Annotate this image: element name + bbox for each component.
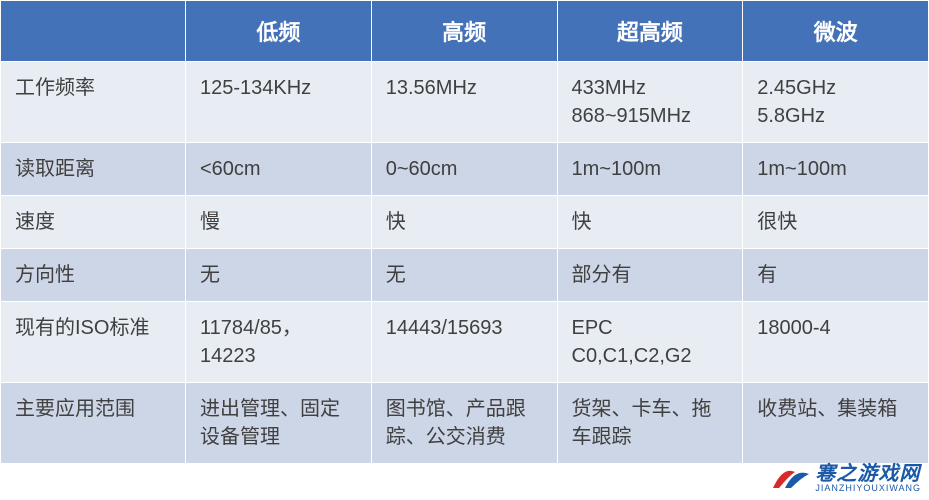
header-low-freq: 低频 bbox=[186, 1, 372, 62]
table-cell: 18000-4 bbox=[743, 302, 929, 383]
table-cell: 很快 bbox=[743, 196, 929, 249]
header-empty bbox=[1, 1, 186, 62]
table-cell: 进出管理、固定设备管理 bbox=[186, 383, 372, 464]
table-row: 主要应用范围进出管理、固定设备管理图书馆、产品跟踪、公交消费货架、卡车、拖车跟踪… bbox=[1, 383, 929, 464]
table-cell: 11784/85，14223 bbox=[186, 302, 372, 383]
table-row: 读取距离<60cm0~60cm1m~100m1m~100m bbox=[1, 143, 929, 196]
row-label: 读取距离 bbox=[1, 143, 186, 196]
table-cell: 快 bbox=[557, 196, 743, 249]
header-microwave: 微波 bbox=[743, 1, 929, 62]
table-cell: 125-134KHz bbox=[186, 62, 372, 143]
row-label: 速度 bbox=[1, 196, 186, 249]
table-cell: 慢 bbox=[186, 196, 372, 249]
table-cell: 图书馆、产品跟踪、公交消费 bbox=[371, 383, 557, 464]
table-row: 现有的ISO标准11784/85，1422314443/15693EPC C0,… bbox=[1, 302, 929, 383]
watermark: 寋之游戏网 JIANZHIYOUXIWANG bbox=[769, 462, 921, 494]
table-cell: 部分有 bbox=[557, 249, 743, 302]
table-cell: <60cm bbox=[186, 143, 372, 196]
row-label: 现有的ISO标准 bbox=[1, 302, 186, 383]
table-row: 工作频率125-134KHz13.56MHz433MHz868~915MHz2.… bbox=[1, 62, 929, 143]
table-cell: 14443/15693 bbox=[371, 302, 557, 383]
table-cell: EPC C0,C1,C2,G2 bbox=[557, 302, 743, 383]
row-label: 工作频率 bbox=[1, 62, 186, 143]
row-label: 主要应用范围 bbox=[1, 383, 186, 464]
rfid-frequency-comparison-table: 低频 高频 超高频 微波 工作频率125-134KHz13.56MHz433MH… bbox=[0, 0, 929, 464]
table-cell: 433MHz868~915MHz bbox=[557, 62, 743, 143]
watermark-cn-label: 寋之游戏网 bbox=[815, 464, 920, 484]
table-cell: 0~60cm bbox=[371, 143, 557, 196]
watermark-pinyin-label: JIANZHIYOUXIWANG bbox=[815, 484, 921, 493]
table-body: 工作频率125-134KHz13.56MHz433MHz868~915MHz2.… bbox=[1, 62, 929, 464]
table-cell: 有 bbox=[743, 249, 929, 302]
header-high-freq: 高频 bbox=[371, 1, 557, 62]
table-header-row: 低频 高频 超高频 微波 bbox=[1, 1, 929, 62]
table-cell: 收费站、集装箱 bbox=[743, 383, 929, 464]
table-cell: 快 bbox=[371, 196, 557, 249]
table-cell: 1m~100m bbox=[557, 143, 743, 196]
row-label: 方向性 bbox=[1, 249, 186, 302]
table-cell: 货架、卡车、拖车跟踪 bbox=[557, 383, 743, 464]
table-cell: 1m~100m bbox=[743, 143, 929, 196]
table-cell: 无 bbox=[371, 249, 557, 302]
table-cell: 13.56MHz bbox=[371, 62, 557, 143]
table-cell: 2.45GHz5.8GHz bbox=[743, 62, 929, 143]
header-uhf: 超高频 bbox=[557, 1, 743, 62]
watermark-text: 寋之游戏网 JIANZHIYOUXIWANG bbox=[815, 464, 921, 493]
table-cell: 无 bbox=[186, 249, 372, 302]
table-row: 速度慢快快很快 bbox=[1, 196, 929, 249]
table-row: 方向性无无部分有有 bbox=[1, 249, 929, 302]
watermark-logo-icon bbox=[769, 462, 811, 494]
